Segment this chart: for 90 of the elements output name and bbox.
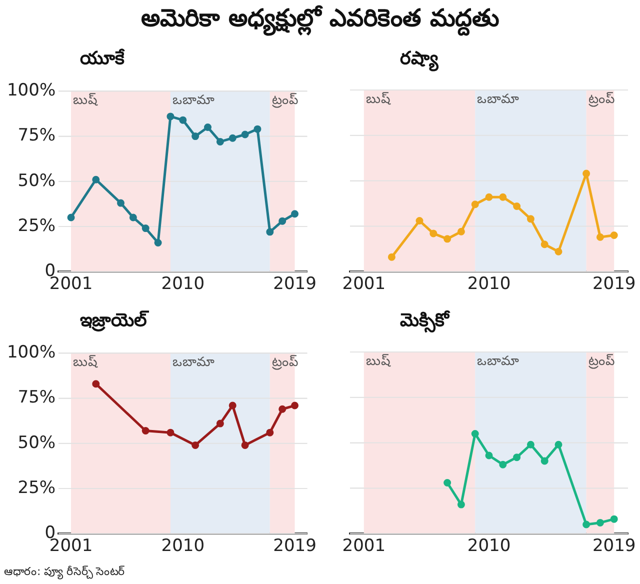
point [582, 170, 590, 178]
point [291, 210, 299, 218]
point [228, 134, 236, 142]
point [154, 238, 162, 246]
point [582, 520, 590, 528]
y-tick-label: 50% [18, 170, 56, 191]
point [278, 217, 286, 225]
point [416, 217, 424, 224]
point [166, 428, 174, 436]
y-tick-label: 50% [18, 432, 56, 453]
band-label: ఒబామా [172, 355, 214, 370]
point [457, 228, 465, 236]
point [430, 230, 438, 238]
band-label: బుష్ [366, 354, 391, 369]
point [241, 130, 249, 138]
point [513, 454, 521, 462]
x-tick-label: 2010 [161, 536, 205, 556]
band-label: ట్రంప్ [588, 92, 614, 107]
point [554, 440, 562, 448]
band-label: ట్రంప్ [588, 354, 614, 369]
x-tick-label: 2019 [592, 536, 636, 556]
point [92, 176, 100, 184]
y-tick-label: 25% [18, 216, 56, 236]
point [526, 440, 534, 448]
band-label: ఒబామా [477, 92, 520, 107]
x-tick-label: 2019 [273, 536, 316, 556]
point [192, 132, 200, 140]
point [610, 232, 618, 240]
point [291, 402, 299, 410]
point [142, 224, 150, 232]
point [266, 428, 274, 436]
point [192, 441, 200, 449]
point [266, 228, 274, 236]
point [241, 441, 249, 449]
band-label: ట్రంప్ [272, 93, 298, 108]
point [471, 200, 479, 208]
point [67, 214, 75, 222]
band-label: ఒబామా [477, 354, 520, 369]
point [596, 518, 604, 526]
point [117, 199, 124, 207]
chart-title: రష్యా [400, 48, 438, 73]
y-tick-label: 100% [6, 342, 56, 363]
y-tick-label: 75% [18, 388, 56, 408]
point [179, 116, 187, 124]
point [499, 193, 507, 201]
point [142, 427, 150, 435]
x-tick-label: 2019 [592, 274, 636, 294]
chart-title: అమెరికా అధ్యక్షుల్లో ఎవరికెంత మద్దతు [140, 4, 500, 38]
x-tick-label: 2001 [342, 536, 386, 556]
band-label: బుష్ [73, 355, 98, 370]
point [457, 500, 465, 508]
point [92, 380, 100, 388]
text: ఆధారం: ప్యూ రీసెర్చ్ సెంటర్ [4, 565, 126, 580]
band-label: ఒబామా [172, 93, 214, 108]
point [499, 460, 507, 468]
point [204, 124, 212, 132]
y-tick-label: 75% [18, 126, 56, 146]
point [540, 240, 548, 248]
point [526, 215, 534, 223]
x-tick-label: 2010 [467, 274, 511, 294]
point [485, 452, 493, 460]
y-tick-label: 25% [18, 478, 56, 498]
point [444, 235, 452, 243]
y-tick-label: 100% [6, 80, 56, 101]
point [278, 405, 286, 413]
x-tick-label: 2010 [161, 274, 205, 294]
chart-title: ఇజ్రాయెల్ [80, 310, 147, 334]
point [513, 202, 521, 210]
point [554, 248, 562, 256]
point [216, 420, 224, 428]
point [596, 233, 604, 241]
point [228, 402, 236, 410]
point [444, 479, 452, 486]
point [254, 125, 262, 133]
point [610, 515, 618, 523]
point [166, 112, 174, 120]
x-tick-label: 2010 [467, 536, 511, 556]
chart-subtitle: యూకే [80, 48, 124, 71]
x-tick-label: 2001 [342, 274, 386, 294]
point [471, 430, 479, 438]
point [485, 193, 493, 201]
point [129, 214, 137, 222]
point [388, 253, 396, 261]
band-label: బుష్ [73, 93, 98, 108]
band-label: ట్రంప్ [272, 355, 298, 370]
chart-title: మెక్సికో [400, 310, 449, 334]
point [540, 457, 548, 465]
point [216, 138, 224, 146]
band-label: బుష్ [366, 92, 391, 107]
x-tick-label: 2019 [273, 274, 316, 294]
